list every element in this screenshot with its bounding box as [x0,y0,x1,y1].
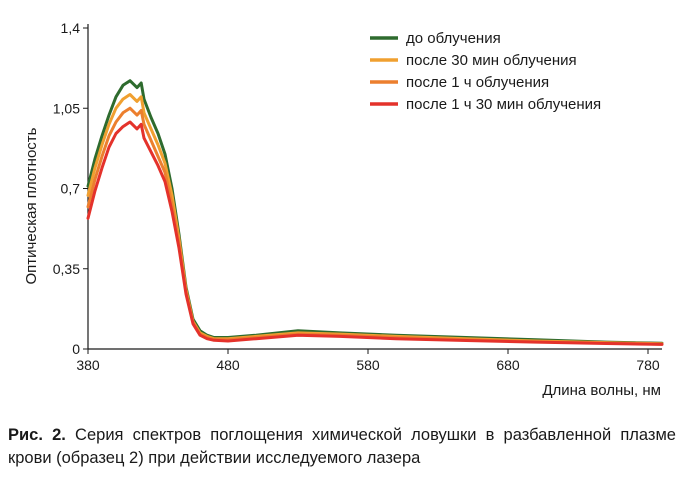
x-tick-label: 480 [216,357,240,373]
y-tick-label: 0,35 [53,261,80,277]
y-tick-label: 0,7 [61,181,81,197]
ticks: 380 480 580 680 780 0 0,35 0,7 1,05 1,4 [53,20,660,373]
series-line-4 [86,120,664,346]
y-tick-label: 0 [72,341,80,357]
y-tick-label: 1,05 [53,100,80,116]
x-axis-label: Длина волны, нм [542,382,661,399]
absorption-spectra-chart: 380 480 580 680 780 0 0,35 0,7 1,05 1,4 до облуче… [23,20,664,399]
x-tick-label: 580 [356,357,380,373]
caption-text: Серия спектров поглощения химической лов… [8,426,676,467]
series-group [86,79,664,346]
axes [87,24,662,350]
y-axis-label: Оптическая плотность [23,127,40,284]
legend-label-2: после 30 мин облучения [406,52,577,69]
legend-label-4: после 1 ч 30 мин облучения [406,96,601,113]
legend-label-1: до облучения [406,30,501,47]
caption-label: Рис. 2. [8,426,66,444]
legend: до облучения после 30 мин облучения после … [370,30,601,113]
figure-caption: Рис. 2. Серия спектров поглощения химиче… [8,424,676,470]
x-tick-label: 380 [76,357,100,373]
y-tick-label: 1,4 [61,20,81,36]
x-tick-label: 780 [636,357,660,373]
x-tick-label: 680 [496,357,520,373]
legend-label-3: после 1 ч облучения [406,74,549,91]
